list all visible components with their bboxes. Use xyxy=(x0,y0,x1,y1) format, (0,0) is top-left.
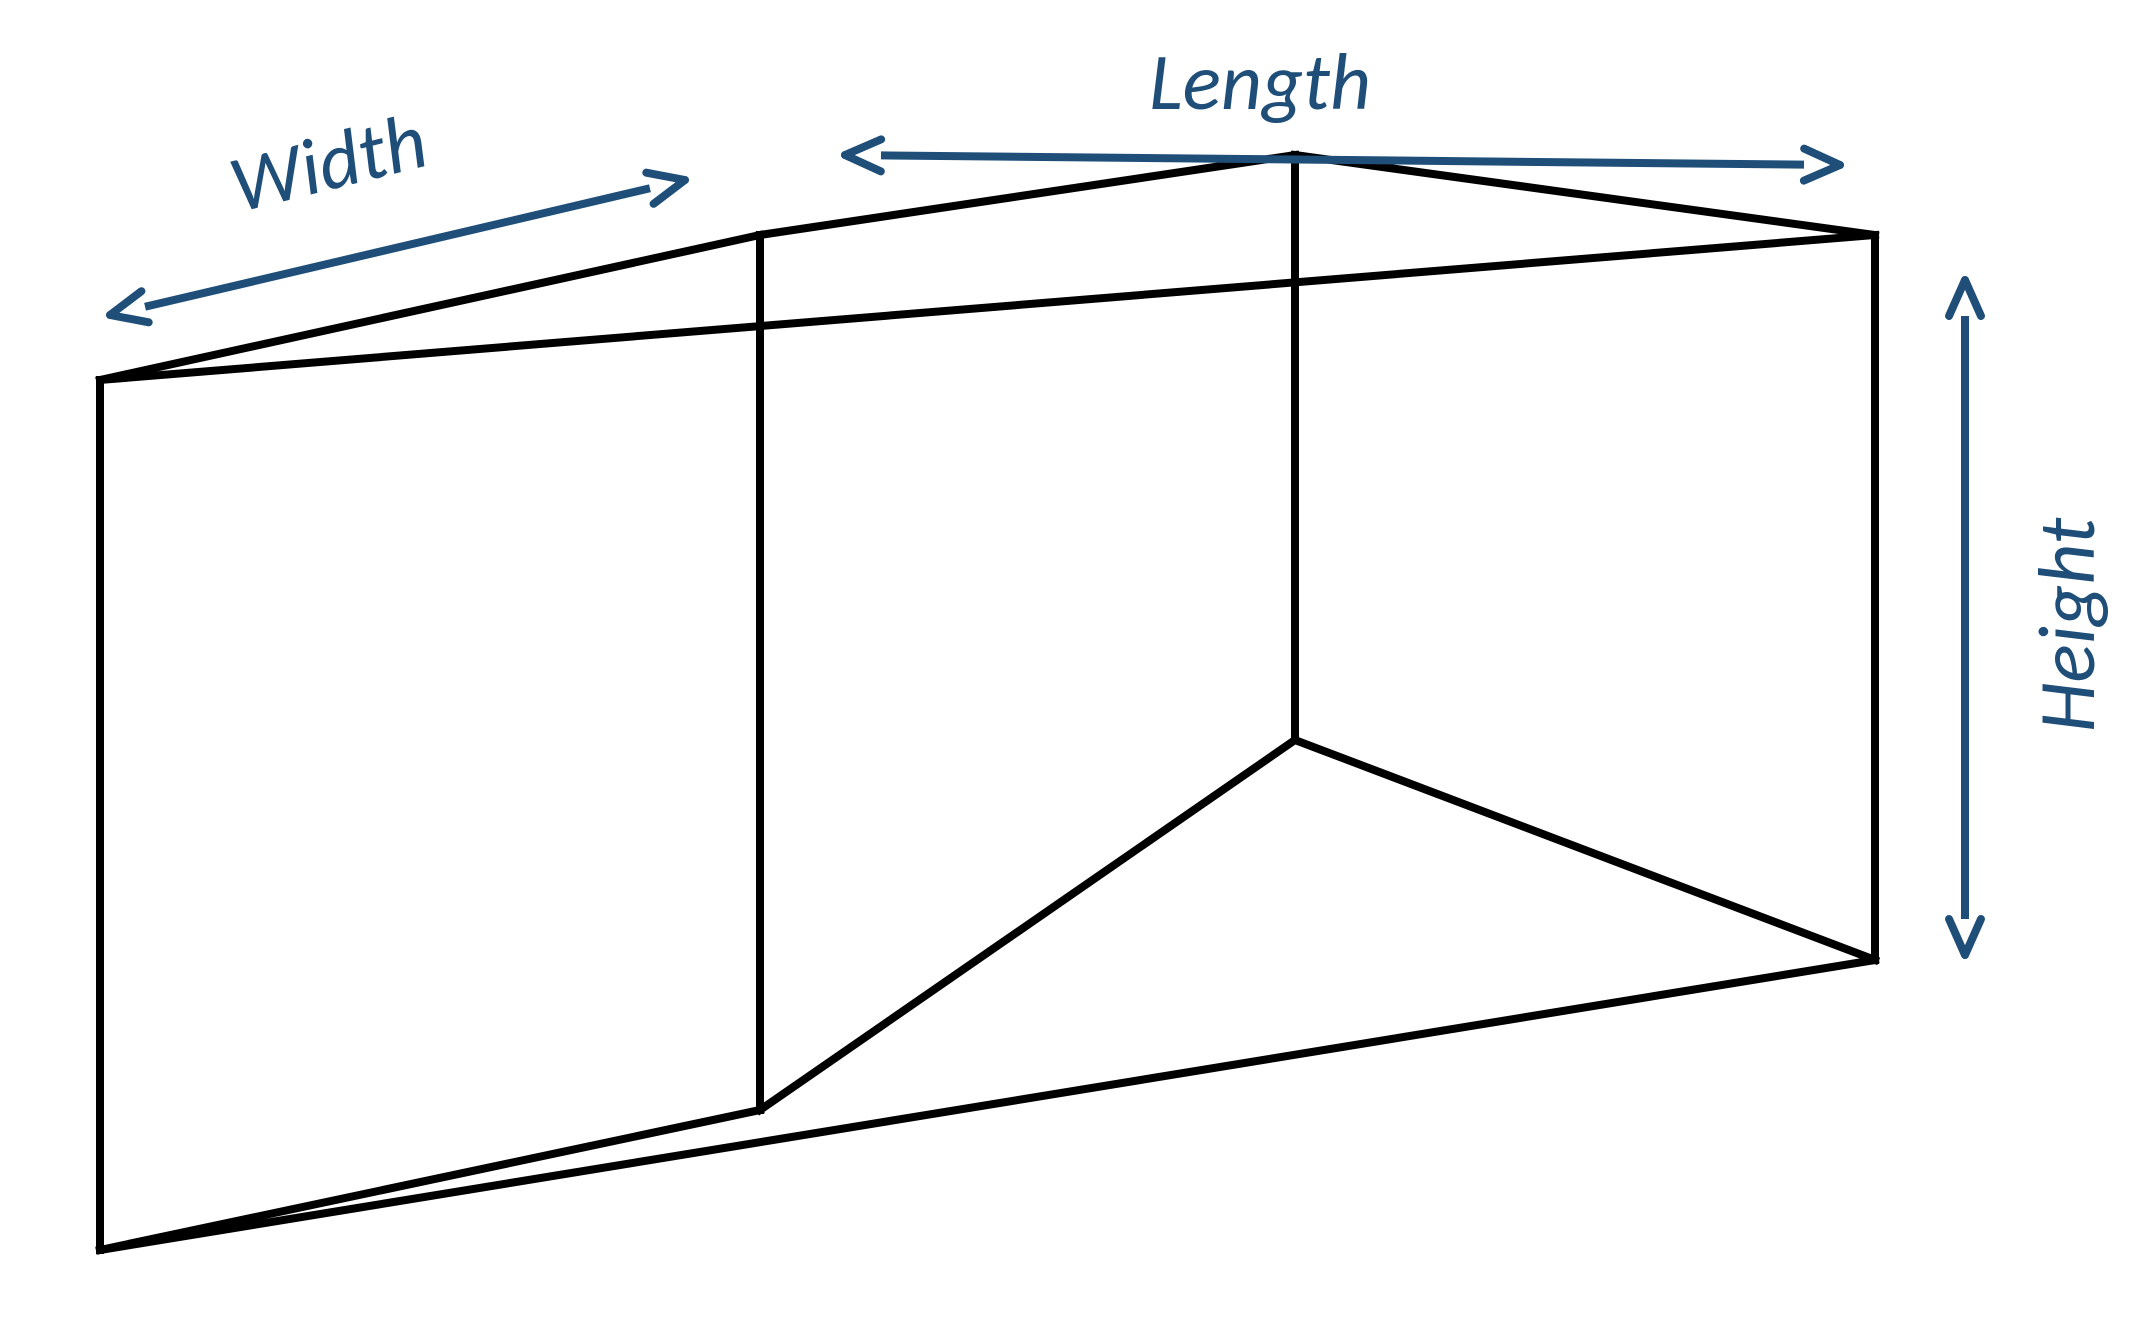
edge-front_bottom_right-back_bottom_right xyxy=(1295,740,1875,960)
width-arrow-shaft xyxy=(145,188,650,307)
height-dimension-arrow xyxy=(1949,280,1981,955)
dimension-arrows xyxy=(110,139,1981,955)
dimension-labels: Width Length Height xyxy=(220,34,2116,732)
edge-back_top_left-back_top_right xyxy=(760,155,1295,235)
length-dimension-arrow xyxy=(845,139,1840,180)
height-label: Height xyxy=(2019,517,2116,732)
width-label: Width xyxy=(220,92,436,234)
cuboid-wireframe xyxy=(100,155,1875,1250)
length-arrow-shaft xyxy=(881,155,1804,164)
edge-front_bottom_right-front_bottom_left xyxy=(100,960,1875,1250)
edge-front_bottom_left-back_bottom_left xyxy=(100,1110,760,1250)
edge-front_top_left-back_top_left xyxy=(100,235,760,380)
cuboid-dimensions-diagram: Width Length Height xyxy=(0,0,2131,1332)
edge-back_bottom_right-back_bottom_left xyxy=(760,740,1295,1110)
length-label: Length xyxy=(1149,34,1371,131)
